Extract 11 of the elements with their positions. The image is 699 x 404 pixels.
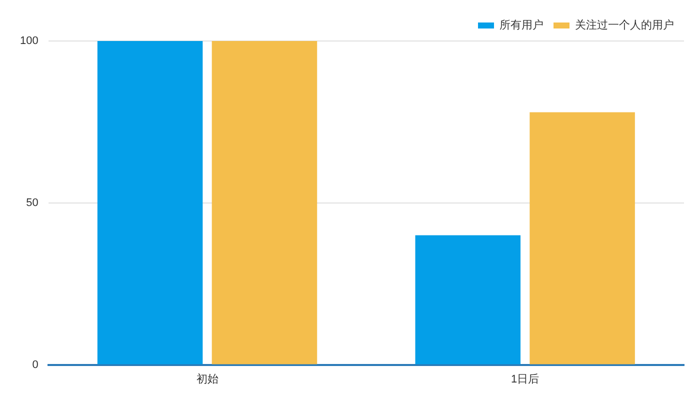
bar <box>212 41 318 364</box>
bar <box>97 41 203 364</box>
bar <box>415 235 521 364</box>
legend-label: 所有用户 <box>500 18 544 32</box>
legend-label: 关注过一个人的用户 <box>575 18 674 32</box>
bar <box>530 112 635 364</box>
y-tick-label: 50 <box>26 196 38 209</box>
y-tick-label: 100 <box>20 35 38 48</box>
y-tick-label: 0 <box>32 358 38 371</box>
x-tick-label: 初始 <box>196 372 218 386</box>
x-tick-label: 1日后 <box>511 372 540 386</box>
